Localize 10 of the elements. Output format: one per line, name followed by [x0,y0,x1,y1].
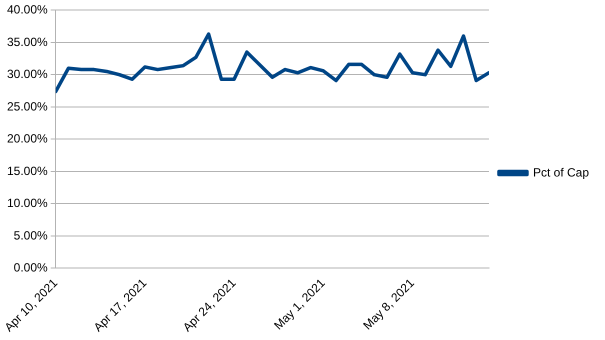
y-tick-label: 10.00% [6,196,48,210]
y-tick-label: 5.00% [14,228,48,242]
y-tick-label: 15.00% [6,164,48,178]
y-tick-label: 30.00% [6,67,48,82]
y-tick-label: 20.00% [6,132,48,146]
y-tick-label: 35.00% [6,34,48,49]
legend-label: Pct of Cap [532,165,590,180]
y-tick-label: 25.00% [6,99,48,114]
y-tick-label: 0.00% [14,260,48,275]
y-tick-label: 40.00% [6,2,48,17]
